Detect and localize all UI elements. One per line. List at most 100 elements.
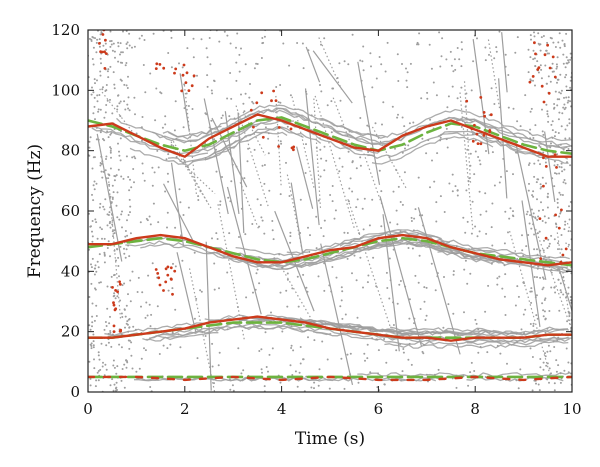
spurious-estimate-point	[553, 153, 557, 157]
noise-point	[105, 84, 108, 86]
noise-point	[550, 37, 553, 40]
reference-track-line	[88, 236, 572, 267]
noise-point	[447, 95, 450, 98]
noise-point	[532, 325, 535, 327]
noise-point	[272, 238, 275, 241]
noise-point	[193, 317, 196, 320]
noise-point	[546, 113, 549, 115]
noise-point	[117, 60, 120, 63]
noise-point	[143, 39, 146, 41]
noise-point	[323, 219, 326, 222]
noise-point	[537, 32, 540, 35]
background-streak	[417, 207, 461, 355]
background-track	[352, 241, 484, 260]
noise-point	[391, 105, 394, 108]
noise-point	[178, 188, 181, 191]
noise-point	[251, 100, 254, 103]
background-streak	[509, 230, 551, 376]
noise-point	[556, 65, 559, 68]
noise-point	[320, 43, 322, 46]
noise-point	[458, 58, 461, 61]
noise-point	[491, 151, 494, 154]
noise-point	[378, 56, 381, 58]
noise-point	[309, 234, 311, 237]
noise-point	[397, 185, 400, 188]
noise-point	[396, 116, 399, 119]
noise-point	[541, 276, 544, 279]
noise-point	[286, 305, 289, 308]
noise-point	[559, 282, 562, 285]
noise-point	[563, 96, 565, 99]
noise-point	[211, 365, 214, 368]
noise-point	[152, 32, 155, 35]
noise-point	[519, 368, 522, 371]
noise-point	[548, 367, 551, 370]
noise-point	[334, 209, 337, 212]
noise-point	[120, 312, 123, 315]
y-tick-label: 100	[51, 81, 80, 99]
noise-point	[559, 92, 562, 95]
noise-point	[91, 302, 94, 305]
noise-point	[565, 56, 568, 59]
spurious-estimate-point	[489, 113, 493, 117]
noise-point	[529, 323, 532, 325]
noise-point	[517, 295, 520, 298]
noise-point	[346, 353, 349, 356]
noise-point	[187, 206, 190, 209]
noise-point	[504, 53, 507, 56]
noise-point	[128, 189, 131, 192]
noise-point	[446, 106, 449, 109]
noise-point	[299, 346, 302, 348]
spurious-estimate-point	[553, 75, 557, 79]
noise-point	[542, 133, 545, 136]
noise-point	[557, 78, 560, 81]
noise-point	[110, 201, 113, 204]
noise-point	[124, 326, 126, 329]
noise-point	[291, 287, 294, 290]
noise-point	[567, 361, 570, 364]
noise-point	[504, 314, 507, 316]
noise-point	[507, 231, 509, 234]
noise-point	[160, 92, 163, 95]
noise-point	[109, 30, 112, 33]
noise-point	[130, 186, 133, 189]
noise-point	[564, 223, 567, 226]
noise-point	[541, 288, 544, 291]
noise-point	[479, 213, 482, 216]
noise-point	[255, 62, 258, 65]
noise-point	[330, 131, 333, 134]
noise-point	[91, 230, 93, 233]
noise-point	[277, 101, 280, 104]
noise-point	[95, 304, 98, 307]
noise-point	[299, 198, 302, 201]
noise-point	[117, 45, 120, 48]
noise-point	[107, 136, 110, 139]
noise-point	[125, 62, 128, 64]
noise-point	[531, 194, 534, 197]
spurious-estimate-point	[169, 266, 173, 270]
noise-point	[490, 87, 493, 90]
noise-point	[260, 57, 263, 59]
noise-point	[545, 103, 548, 106]
noise-point	[525, 213, 528, 216]
noise-point	[323, 145, 326, 148]
noise-point	[347, 63, 350, 66]
noise-point	[460, 125, 463, 128]
noise-point	[173, 129, 176, 132]
noise-point	[341, 165, 344, 168]
noise-point	[106, 224, 109, 227]
noise-point	[255, 272, 258, 275]
noise-point	[378, 169, 381, 172]
noise-point	[407, 247, 410, 249]
noise-point	[473, 173, 476, 176]
background-streak	[514, 141, 547, 281]
background-track	[437, 250, 569, 273]
noise-point	[106, 285, 109, 288]
noise-point	[206, 74, 209, 77]
noise-point	[164, 115, 167, 118]
noise-point	[129, 205, 132, 208]
spurious-estimate-point	[116, 290, 119, 294]
noise-point	[562, 106, 565, 109]
noise-point	[115, 204, 118, 207]
background-track	[367, 130, 547, 160]
